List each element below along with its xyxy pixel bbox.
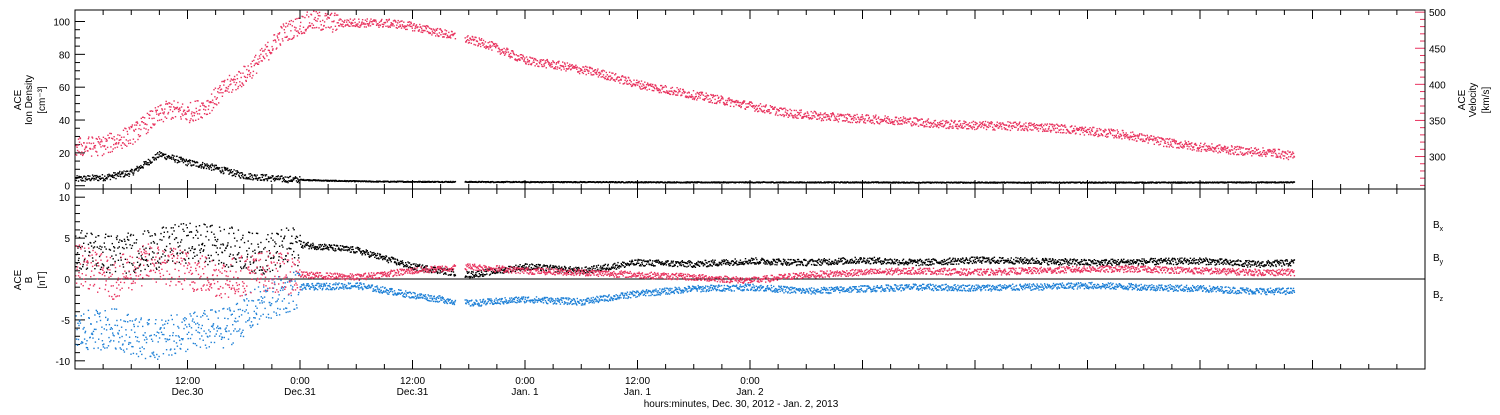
y-tick-label: 0 <box>64 275 70 286</box>
y-tick-label: 5 <box>64 234 70 245</box>
bottom-ylabel: [nT] <box>37 271 48 288</box>
x-tick-label-date: Dec.30 <box>172 387 204 398</box>
y-tick-label: 100 <box>53 17 70 28</box>
y-tick-label: 40 <box>59 116 71 127</box>
legend-by: By <box>1433 253 1444 266</box>
legend-bz: Bz <box>1433 290 1444 303</box>
top-ylabel-left: Ion Density <box>24 75 35 125</box>
x-tick-label-date: Dec.31 <box>284 387 316 398</box>
y-tick-label-right: 300 <box>1429 153 1446 164</box>
velocity-series <box>75 11 1295 161</box>
x-tick-label-date: Jan. 2 <box>736 387 764 398</box>
y-tick-label: 10 <box>59 193 71 204</box>
x-axis-title: hours:minutes, Dec. 30, 2012 - Jan. 2, 2… <box>644 399 839 410</box>
x-tick-label-date: Dec.31 <box>397 387 429 398</box>
by-series <box>75 271 1295 360</box>
legend-bx: Bx <box>1433 220 1444 233</box>
bz-series <box>75 243 1295 299</box>
y-tick-label-right: 500 <box>1429 8 1446 19</box>
x-tick-label-time: 0:00 <box>290 376 310 387</box>
y-tick-label: -10 <box>56 357 71 368</box>
bottom-left-ticks: -10 -5 0 5 10 <box>56 193 85 368</box>
top-ylabel-right: [km/s] <box>1481 86 1492 113</box>
y-tick-label: 80 <box>59 50 71 61</box>
top-left-ticks: 0 20 40 60 80 100 <box>53 17 85 192</box>
x-tick-label-date: Jan. 1 <box>624 387 652 398</box>
y-tick-label-right: 350 <box>1429 116 1446 127</box>
x-tick-label-time: 0:00 <box>515 376 535 387</box>
y-tick-label: 0 <box>64 182 70 193</box>
x-tick-label-time: 12:00 <box>175 376 200 387</box>
x-tick-label-time: 12:00 <box>625 376 650 387</box>
top-ylabel-right: Velocity <box>1468 83 1479 117</box>
y-tick-label: 20 <box>59 149 71 160</box>
x-tick-label-time: 12:00 <box>400 376 425 387</box>
bottom-ylabel: ACE <box>13 269 24 290</box>
y-tick-label: -5 <box>61 316 70 327</box>
top-ylabel-left: [cm⁻³] <box>37 86 48 114</box>
top-right-ticks: 300 350 400 450 500 <box>1415 8 1446 189</box>
top-frame <box>75 10 1425 189</box>
x-tick-label-time: 0:00 <box>740 376 760 387</box>
x-axis: 12:00Dec.300:00Dec.3112:00Dec.310:00Jan.… <box>75 10 1425 398</box>
x-tick-label-date: Jan. 1 <box>511 387 539 398</box>
y-tick-label: 60 <box>59 83 71 94</box>
y-tick-label-right: 400 <box>1429 80 1446 91</box>
top-ylabel-left: ACE <box>13 89 24 110</box>
y-tick-label-right: 450 <box>1429 44 1446 55</box>
bottom-ylabel: B <box>24 276 35 283</box>
ion-density-series <box>75 151 1295 184</box>
top-ylabel-right: ACE <box>1457 89 1468 110</box>
